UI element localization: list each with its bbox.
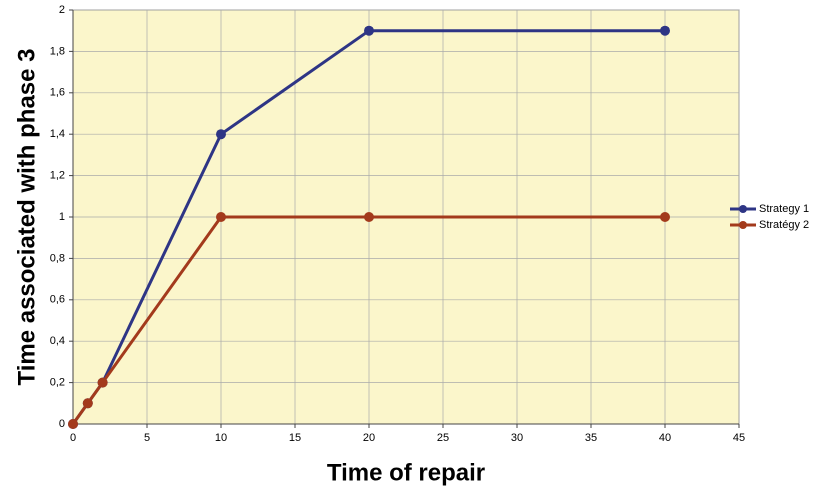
y-axis-title: Time associated with phase 3 bbox=[13, 48, 40, 385]
y-tick-label: 1 bbox=[59, 211, 65, 223]
x-tick-label: 40 bbox=[659, 432, 671, 444]
marker bbox=[660, 25, 670, 36]
y-tick-label: 1,8 bbox=[50, 45, 65, 57]
x-tick-label: 15 bbox=[289, 432, 301, 444]
legend-marker bbox=[739, 221, 747, 229]
y-tick-label: 0,8 bbox=[50, 252, 65, 264]
x-tick-label: 30 bbox=[511, 432, 523, 444]
y-tick-label: 0 bbox=[59, 418, 65, 430]
y-tick-label: 0,2 bbox=[50, 377, 65, 389]
x-tick-label: 35 bbox=[585, 432, 597, 444]
x-tick-label: 0 bbox=[70, 432, 76, 444]
marker bbox=[216, 212, 226, 222]
legend-label: Stratégy 2 bbox=[759, 219, 809, 231]
y-tick-label: 2 bbox=[59, 4, 65, 16]
marker bbox=[660, 212, 670, 222]
marker bbox=[97, 377, 108, 388]
marker bbox=[82, 398, 93, 409]
x-tick-label: 20 bbox=[363, 432, 375, 444]
legend-box bbox=[740, 200, 837, 234]
x-tick-label: 5 bbox=[144, 432, 150, 444]
marker bbox=[68, 419, 78, 429]
marker bbox=[364, 25, 374, 36]
y-tick-label: 1,4 bbox=[50, 128, 65, 140]
legend-marker bbox=[739, 205, 747, 213]
marker bbox=[364, 212, 374, 222]
legend-label: Strategy 1 bbox=[759, 203, 809, 215]
y-tick-label: 0,6 bbox=[50, 294, 65, 306]
y-tick-label: 1,2 bbox=[50, 170, 65, 182]
x-axis-title: Time of repair bbox=[327, 459, 485, 486]
x-tick-label: 45 bbox=[733, 432, 745, 444]
y-tick-label: 0,4 bbox=[50, 335, 65, 347]
x-tick-label: 10 bbox=[215, 432, 227, 444]
marker bbox=[216, 129, 226, 140]
x-tick-label: 25 bbox=[437, 432, 449, 444]
y-tick-label: 1,6 bbox=[50, 87, 65, 99]
